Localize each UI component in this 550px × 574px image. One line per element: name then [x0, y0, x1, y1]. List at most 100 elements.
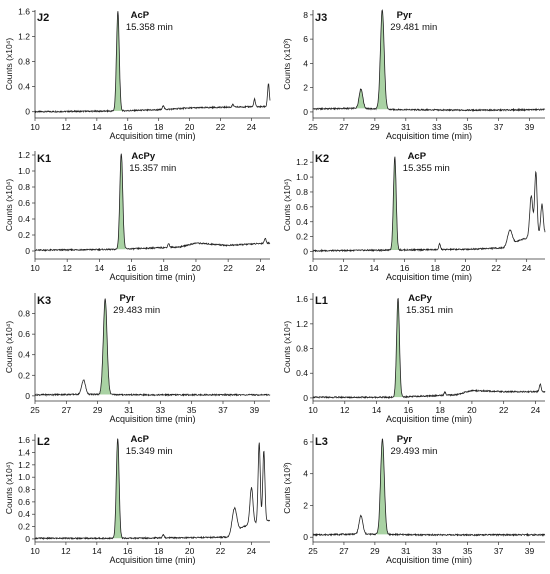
x-tick-label: 10: [30, 263, 40, 273]
x-tick-label: 10: [30, 546, 40, 556]
x-axis-label: Acquisition time (min): [386, 131, 472, 141]
x-tick-label: 35: [187, 405, 197, 415]
x-tick-label: 25: [308, 546, 318, 556]
x-tick-label: 10: [30, 122, 40, 132]
panel-label: K2: [315, 153, 329, 165]
y-tick-label: 0.6: [18, 497, 30, 507]
panel-label: J3: [315, 12, 327, 24]
peak-time-label: 29.483 min: [113, 305, 160, 316]
x-tick-label: 18: [159, 263, 169, 273]
x-tick-label: 35: [463, 546, 473, 556]
x-tick-label: 20: [191, 263, 201, 273]
x-tick-label: 29: [370, 122, 380, 132]
peak-compound-label: AcPy: [131, 151, 155, 162]
y-tick-label: 0.4: [18, 82, 30, 92]
peak-time-label: 29.481 min: [390, 22, 437, 33]
panel-label: L3: [315, 436, 328, 448]
y-axis-label: Counts (x10³): [282, 38, 292, 90]
y-tick-label: 0.4: [296, 217, 308, 227]
y-tick-label: 0.8: [296, 187, 308, 197]
x-tick-label: 10: [308, 263, 318, 273]
x-tick-label: 14: [372, 405, 382, 415]
y-tick-label: 0.2: [18, 522, 30, 532]
x-tick-label: 29: [93, 405, 103, 415]
x-axis-label: Acquisition time (min): [386, 414, 472, 424]
x-tick-label: 18: [154, 122, 164, 132]
x-tick-label: 27: [339, 546, 349, 556]
panel-label: L1: [315, 295, 328, 307]
y-tick-label: 0: [303, 532, 308, 542]
y-tick-label: 1.0: [18, 472, 30, 482]
y-tick-label: 0.8: [18, 309, 30, 319]
chromatogram-trace: [312, 297, 546, 400]
y-tick-label: 2: [303, 500, 308, 510]
y-tick-label: 0.6: [18, 198, 30, 208]
peak-compound-label: AcP: [130, 434, 149, 445]
y-tick-label: 0: [25, 391, 30, 401]
x-tick-label: 31: [124, 405, 134, 415]
x-tick-label: 12: [61, 122, 71, 132]
x-tick-label: 39: [250, 405, 260, 415]
x-tick-label: 37: [494, 122, 504, 132]
chromatogram-j3: 25 27 29 31 33 35 37 39 0 2 4 6 8 Acquisition time (m…: [282, 9, 546, 141]
x-tick-label: 24: [522, 263, 532, 273]
y-tick-label: 6: [303, 34, 308, 44]
chromatogram-trace: [312, 156, 546, 253]
y-tick-label: 0.4: [18, 350, 30, 360]
x-tick-label: 24: [256, 263, 266, 273]
x-tick-label: 33: [432, 546, 442, 556]
chromatogram-k2: 10 12 14 16 18 20 22 24 0 0.2 0.4 0.6 0.8 1.0 1.2 Acqui…: [282, 151, 546, 282]
x-tick-label: 24: [247, 122, 257, 132]
chromatogram-l2: 10 12 14 16 18 20 22 24 0 0.2 0.4 0.6 0.8 1.0 1.2 1.4 1.…: [4, 434, 270, 565]
x-axis-label: Acquisition time (min): [109, 272, 195, 282]
panel-label: J2: [37, 12, 49, 24]
y-tick-label: 1.2: [18, 460, 30, 470]
x-tick-label: 33: [156, 405, 166, 415]
y-tick-label: 1.6: [18, 435, 30, 445]
y-tick-label: 4: [303, 469, 308, 479]
x-tick-label: 20: [467, 405, 477, 415]
x-tick-label: 20: [461, 263, 471, 273]
x-tick-label: 31: [401, 546, 411, 556]
peak-compound-label: Pyr: [120, 293, 136, 304]
x-tick-label: 22: [223, 263, 233, 273]
y-tick-label: 0: [303, 107, 308, 117]
peak-time-label: 15.357 min: [129, 163, 176, 174]
x-axis-label: Acquisition time (min): [109, 555, 195, 565]
x-tick-label: 39: [525, 546, 535, 556]
y-tick-label: 1.2: [18, 31, 30, 41]
x-tick-label: 22: [499, 405, 509, 415]
y-tick-label: 0.6: [18, 329, 30, 339]
y-tick-label: 0: [25, 534, 30, 544]
y-axis-label: Counts (x10⁴): [4, 38, 14, 90]
x-tick-label: 14: [369, 263, 379, 273]
y-tick-label: 0.2: [18, 370, 30, 380]
x-tick-label: 18: [154, 546, 164, 556]
y-tick-label: 0.4: [18, 509, 30, 519]
y-tick-label: 0: [25, 107, 30, 117]
x-tick-label: 25: [30, 405, 40, 415]
y-tick-label: 4: [303, 58, 308, 68]
x-tick-label: 37: [218, 405, 228, 415]
y-tick-label: 6: [303, 437, 308, 447]
peak-compound-label: AcPy: [408, 293, 432, 304]
x-tick-label: 39: [525, 122, 535, 132]
x-tick-label: 24: [531, 405, 541, 415]
y-axis-label: Counts (x10⁴): [4, 321, 14, 373]
x-tick-label: 16: [123, 122, 133, 132]
chromatogram-k3: 25 27 29 31 33 35 37 39 0 0.2 0.4 0.6 0.8 Acquisition…: [4, 293, 271, 424]
y-tick-label: 0: [303, 393, 308, 403]
y-tick-label: 0.8: [296, 344, 308, 354]
y-axis-label: Counts (x10⁴): [282, 179, 292, 231]
y-tick-label: 1.0: [296, 172, 308, 182]
x-tick-label: 12: [61, 546, 71, 556]
x-tick-label: 22: [216, 546, 226, 556]
x-tick-label: 22: [491, 263, 501, 273]
x-axis-label: Acquisition time (min): [386, 272, 472, 282]
x-tick-label: 12: [62, 263, 72, 273]
peak-compound-label: AcP: [131, 10, 150, 21]
chromatogram-l1: 10 12 14 16 18 20 22 24 0 0.4 0.8 1.2 1.6 Acquisition…: [282, 293, 546, 424]
x-tick-label: 18: [435, 405, 445, 415]
y-tick-label: 8: [303, 10, 308, 20]
x-tick-label: 22: [216, 122, 226, 132]
